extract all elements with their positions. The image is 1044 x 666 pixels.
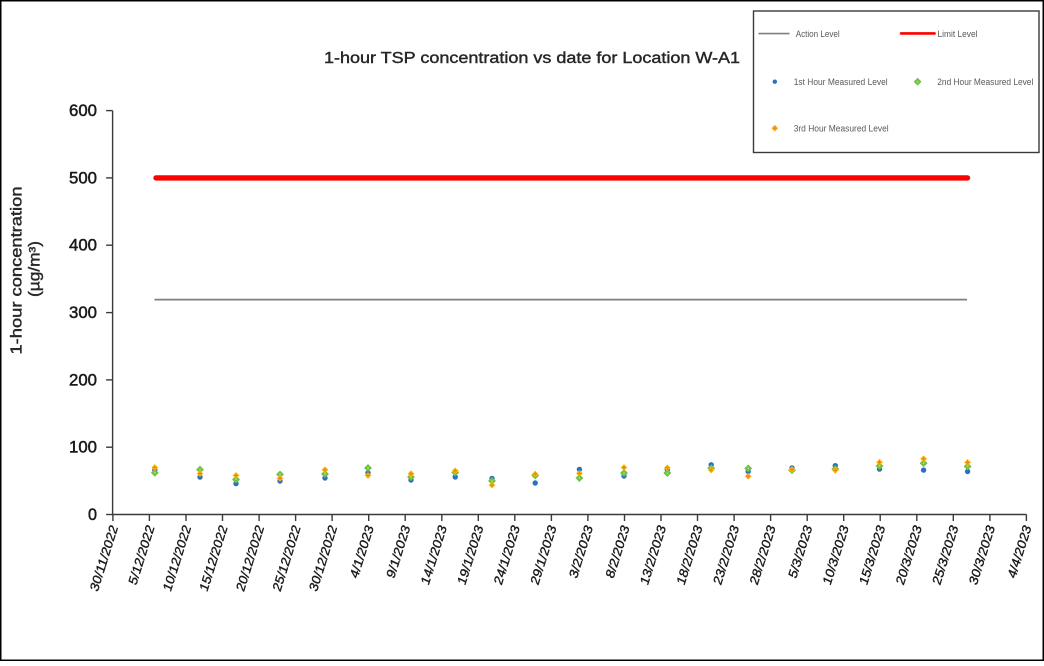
svg-text:500: 500 <box>69 168 97 187</box>
svg-text:0: 0 <box>88 505 97 524</box>
svg-text:Action Level: Action Level <box>796 29 840 39</box>
svg-text:100: 100 <box>69 438 97 457</box>
svg-text:3rd Hour Measured Level: 3rd Hour Measured Level <box>794 124 889 134</box>
svg-text:600: 600 <box>69 101 97 120</box>
svg-text:1-hour concentration: 1-hour concentration <box>9 187 26 355</box>
svg-text:300: 300 <box>69 303 97 322</box>
svg-text:(µg/m³): (µg/m³) <box>27 241 44 297</box>
svg-text:Limit Level: Limit Level <box>938 29 978 39</box>
svg-text:400: 400 <box>69 236 97 255</box>
svg-text:2nd Hour Measured Level: 2nd Hour Measured Level <box>937 77 1033 87</box>
svg-text:1-hour TSP concentration vs da: 1-hour TSP concentration vs date for Loc… <box>324 50 740 67</box>
svg-text:1st Hour Measured Level: 1st Hour Measured Level <box>794 77 888 87</box>
svg-text:200: 200 <box>69 370 97 389</box>
